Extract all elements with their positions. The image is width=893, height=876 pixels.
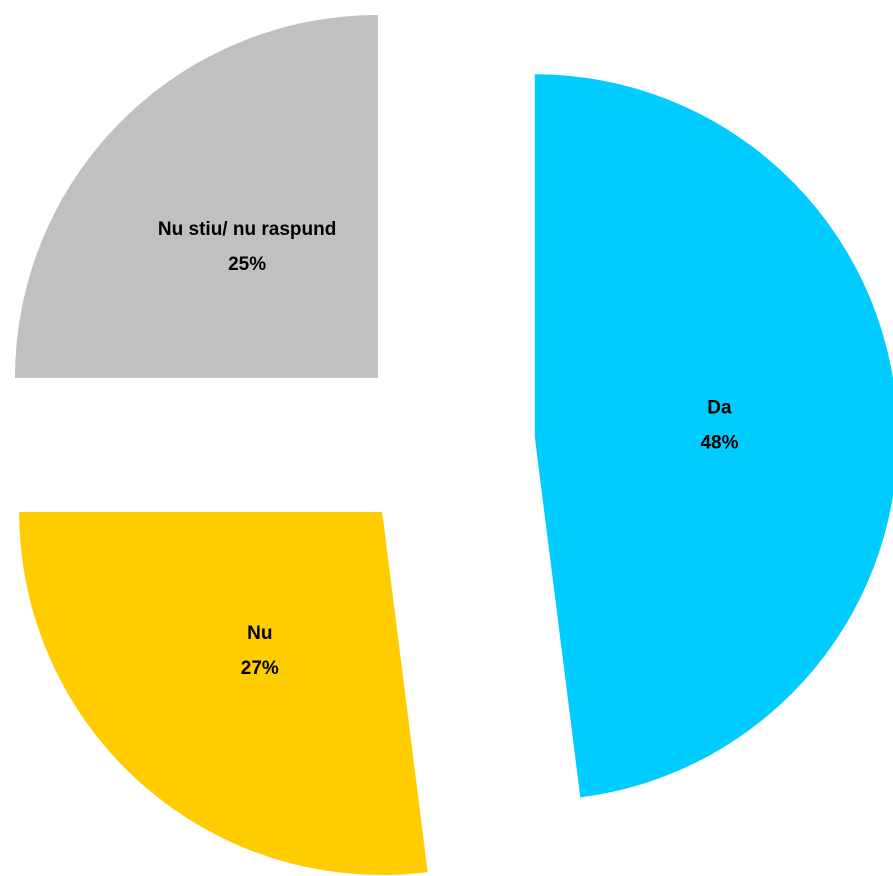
pie-slice [19,512,428,876]
slice-label: Nu stiu/ nu raspund [158,219,336,240]
slice-value-label: 48% [700,433,738,454]
slice-value-label: 27% [241,658,279,679]
slice-label: Da [707,398,732,419]
pie-slice [534,74,893,798]
slice-label: Nu [247,623,272,644]
slice-value-label: 25% [228,254,266,275]
pie-slice [14,14,378,378]
